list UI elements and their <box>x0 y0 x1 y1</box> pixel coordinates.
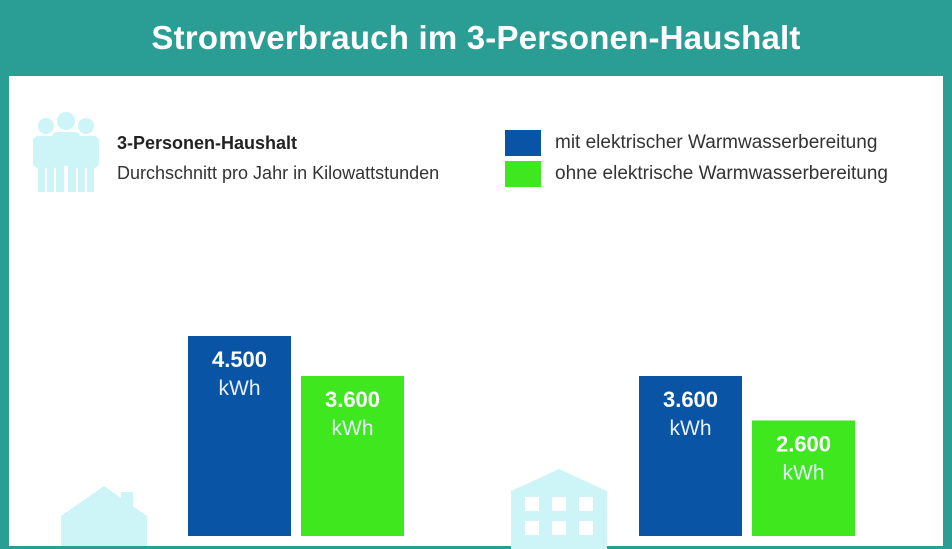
chart-panel: 3-Personen-Haushalt Durchschnitt pro Jah… <box>9 76 943 549</box>
subtitle-household: 3-Personen-Haushalt <box>117 133 298 153</box>
bar-unit-label: kWh <box>783 461 825 484</box>
bar-chart: 4.500 kWh 3.600 kWh 3.600 kWh 2.600 kWh <box>188 336 855 536</box>
legend-label: ohne elektrische Warmwasserbereitung <box>555 163 889 184</box>
bar-without-electric-water-1 <box>301 376 404 536</box>
bar-without-electric-water-2 <box>752 420 855 536</box>
bar-value-label: 2.600 <box>776 431 831 456</box>
legend-swatch-blue <box>505 130 541 156</box>
bar-unit-label: kWh <box>670 417 712 440</box>
page-title: Stromverbrauch im 3-Personen-Haushalt <box>151 19 801 56</box>
bar-value-label: 3.600 <box>325 387 380 412</box>
subtitle-description: Durchschnitt pro Jahr in Kilowattstunden <box>117 163 440 183</box>
legend-swatch-green <box>505 161 541 187</box>
bar-with-electric-water-1 <box>188 336 291 536</box>
people-icon <box>33 112 99 192</box>
bar-unit-label: kWh <box>332 417 374 440</box>
bar-with-electric-water-2 <box>639 376 742 536</box>
house-icon <box>61 486 147 546</box>
bar-value-label: 4.500 <box>212 347 267 372</box>
bar-unit-label: kWh <box>219 377 261 400</box>
header-bar: Stromverbrauch im 3-Personen-Haushalt <box>0 0 952 76</box>
bar-value-label: 3.600 <box>663 387 718 412</box>
apartment-building-icon <box>511 469 607 549</box>
legend-label: mit elektrischer Warmwasserbereitung <box>555 132 878 153</box>
legend-item-with-electric-water: mit elektrischer Warmwasserbereitung <box>505 130 877 156</box>
legend-item-without-electric-water: ohne elektrische Warmwasserbereitung <box>505 161 888 187</box>
